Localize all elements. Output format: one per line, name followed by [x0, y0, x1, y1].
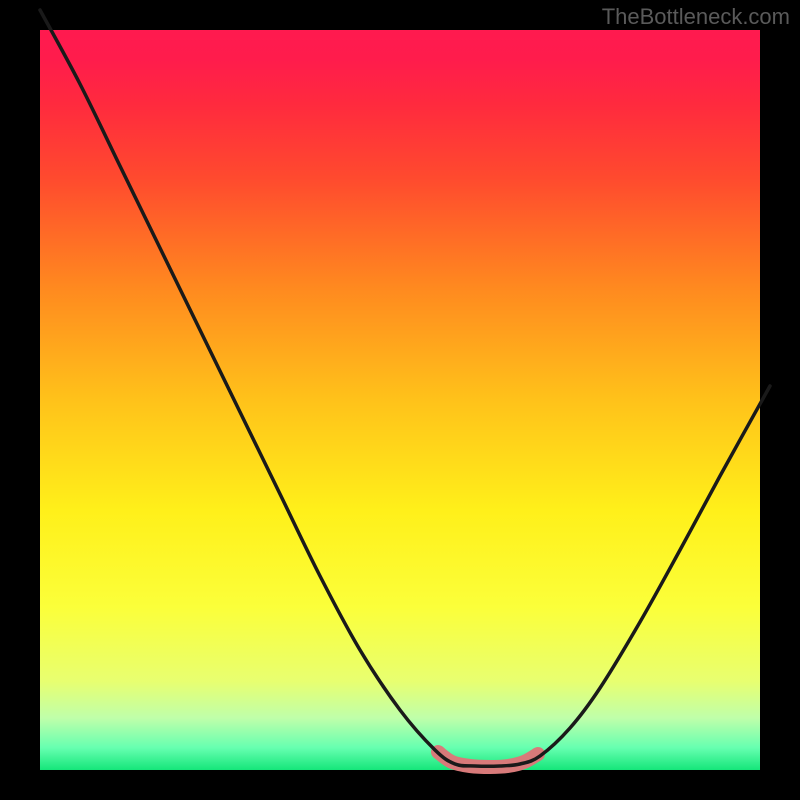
bottleneck-chart	[0, 0, 800, 800]
watermark-text: TheBottleneck.com	[602, 4, 790, 30]
gradient-background	[40, 30, 760, 770]
